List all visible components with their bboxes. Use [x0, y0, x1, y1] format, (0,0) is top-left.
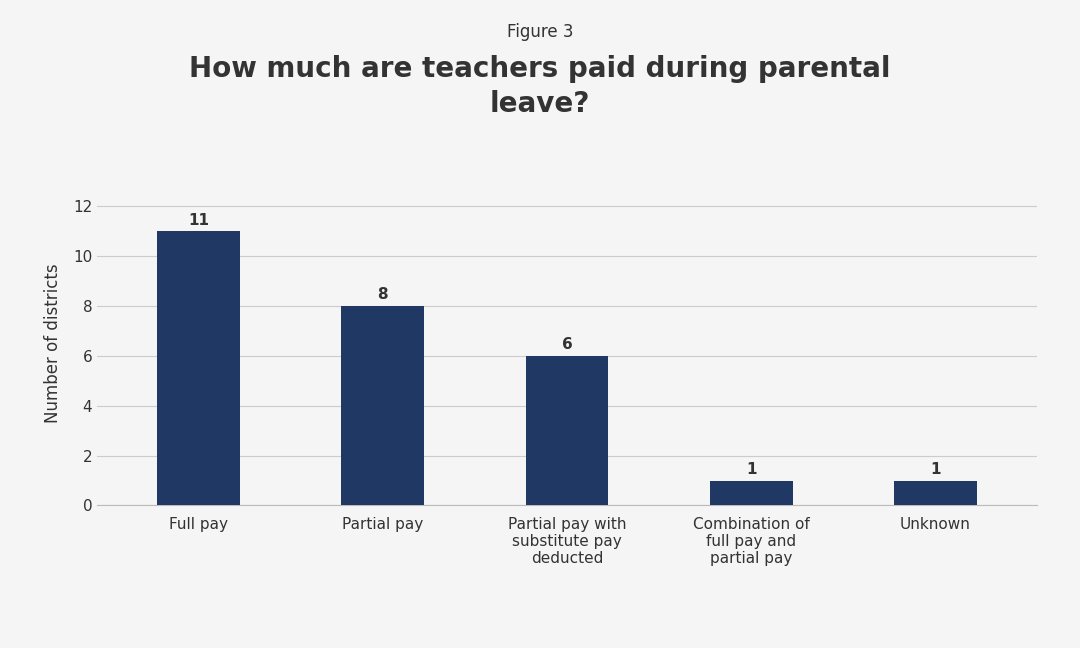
Text: How much are teachers paid during parental
leave?: How much are teachers paid during parent… — [189, 55, 891, 118]
Text: 11: 11 — [188, 213, 210, 227]
Bar — [526, 356, 608, 505]
Y-axis label: Number of districts: Number of districts — [44, 264, 62, 423]
Text: 1: 1 — [930, 462, 941, 477]
Text: 8: 8 — [377, 287, 388, 303]
Bar — [894, 481, 977, 505]
Bar — [710, 481, 793, 505]
Text: 6: 6 — [562, 337, 572, 352]
Text: 1: 1 — [746, 462, 756, 477]
Text: Figure 3: Figure 3 — [507, 23, 573, 41]
Bar — [341, 306, 424, 505]
Bar — [157, 231, 240, 505]
